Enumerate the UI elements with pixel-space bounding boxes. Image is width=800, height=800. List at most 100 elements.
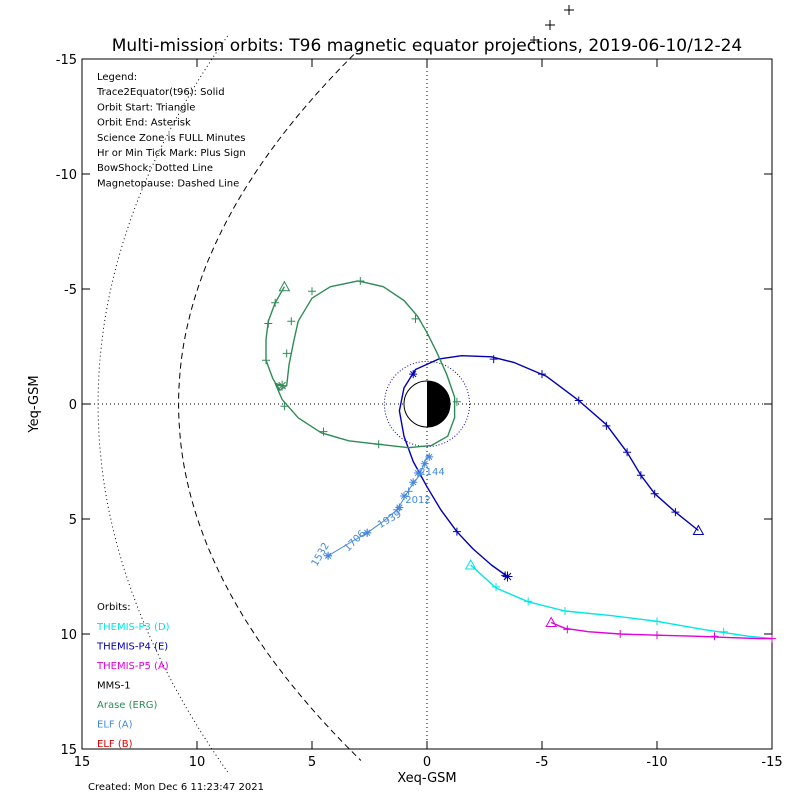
x-tick-label: 15 — [74, 755, 91, 770]
orbit-legend-entry: ELF (B) — [97, 739, 133, 750]
elf-time-label: 2012 — [405, 495, 430, 506]
overflow-tick-marks — [530, 5, 574, 44]
tick-plus-mark — [264, 319, 273, 328]
tick-plus-mark — [563, 625, 572, 634]
tick-plus-mark — [262, 356, 270, 365]
tick-plus-mark — [538, 370, 546, 379]
legend-line: Hr or Min Tick Mark: Plus Sign — [97, 148, 246, 159]
x-axis-label: Xeq-GSM — [397, 771, 456, 786]
x-tick-label: 10 — [189, 755, 206, 770]
legend-line: Legend: — [97, 72, 137, 83]
tick-plus-mark — [653, 631, 661, 640]
tick-plus-mark — [602, 421, 611, 430]
tick-plus-mark — [280, 402, 289, 411]
tick-plus-mark — [653, 617, 661, 626]
legend-line: Magnetopause: Dashed Line — [97, 178, 239, 189]
earth-night-side — [427, 381, 450, 427]
orbit-end-asterisk — [413, 469, 422, 477]
x-axis-ticks: 15 10 5 0 -5 -10 -15 — [74, 59, 783, 770]
x-tick-label: -5 — [536, 755, 549, 770]
tick-plus-mark — [636, 471, 645, 480]
x-tick-label: 0 — [423, 755, 431, 770]
x-tick-label: -15 — [761, 755, 782, 770]
tick-plus-mark — [489, 355, 498, 364]
y-tick-label: -5 — [64, 283, 77, 298]
tick-plus-mark — [411, 314, 420, 323]
elf-time-label: 1939 — [376, 509, 404, 531]
y-tick-label: 5 — [69, 513, 77, 528]
y-axis-ticks: -15 -10 -5 0 5 10 15 — [56, 53, 772, 758]
created-stamp: Created: Mon Dec 6 11:23:47 2021 — [88, 782, 264, 793]
tick-plus-mark — [719, 627, 728, 636]
orbit-end-asterisk — [502, 571, 513, 582]
orbits-heading: Orbits: — [97, 602, 131, 613]
legend: Legend: Trace2Equator(t96): Solid Orbit St… — [96, 72, 246, 189]
orbit-start-triangle — [692, 524, 705, 535]
tick-plus-mark — [319, 427, 328, 436]
tick-plus-mark — [616, 630, 625, 638]
orbit-legend-entry: MMS-1 — [97, 681, 131, 692]
earth-symbol — [403, 380, 451, 428]
tick-plus-mark — [282, 349, 291, 358]
tick-plus-mark — [271, 298, 280, 307]
y-tick-label: 0 — [69, 398, 77, 413]
legend-line: BowShock: Dotted Line — [97, 163, 213, 174]
orbit-end-asterisk — [409, 478, 418, 487]
tick-plus-mark — [452, 397, 461, 406]
bowshock-dotted-line — [97, 35, 229, 773]
orbit-end-asterisk — [363, 528, 372, 537]
orbit-end-asterisk — [324, 551, 333, 560]
orbit-trace-line — [550, 621, 772, 640]
tick-plus-mark — [671, 508, 680, 517]
orbit-trace-line — [398, 355, 699, 578]
orbit-legend-entry: THEMIS-P5 (A) — [96, 661, 169, 672]
legend-line: Trace2Equator(t96): Solid — [96, 87, 225, 98]
y-tick-label: 10 — [60, 628, 77, 643]
orbit-end-asterisk — [395, 503, 404, 512]
chart-title: Multi-mission orbits: T96 magnetic equat… — [112, 36, 743, 56]
y-axis-label: Yeq-GSM — [27, 375, 42, 433]
y-tick-label: -10 — [56, 168, 77, 183]
tick-plus-mark — [287, 317, 296, 326]
elf-time-label: 2144 — [419, 467, 444, 478]
tick-plus-mark — [768, 634, 776, 643]
x-tick-label: 5 — [308, 755, 316, 770]
tick-plus-mark — [492, 582, 500, 591]
legend-line: Science Zone is FULL Minutes — [97, 133, 246, 144]
tick-plus-mark — [561, 607, 569, 615]
tick-plus-mark — [356, 276, 365, 285]
legend-line: Orbit Start: Triangle — [97, 102, 195, 113]
orbit-start-triangle — [278, 280, 291, 292]
tick-plus-mark — [308, 287, 316, 296]
orbit-end-asterisk — [425, 452, 434, 461]
orbit-legend-entry: THEMIS-P4 (E) — [96, 642, 168, 653]
tick-plus-mark — [574, 396, 583, 405]
geosync-dotted-circle — [383, 360, 471, 448]
orbit-start-triangle — [464, 558, 477, 570]
tick-plus-mark — [524, 597, 533, 606]
tick-plus-mark — [374, 440, 383, 449]
tick-plus-mark — [650, 489, 659, 498]
magnetopause-dashed-line — [178, 47, 362, 761]
tick-plus-mark — [404, 487, 413, 496]
orbit-legend: Orbits: THEMIS-P3 (D) THEMIS-P4 (E) THEMIS-… — [96, 602, 170, 750]
orbit-start-triangle — [545, 616, 558, 627]
orbit-end-asterisk — [409, 370, 418, 379]
orbit-legend-entry: ELF (A) — [97, 720, 133, 731]
y-tick-label: -15 — [56, 53, 77, 68]
tick-plus-mark — [623, 448, 632, 457]
elf-time-label: 1706 — [342, 528, 368, 554]
orbit-legend-entry: THEMIS-P3 (D) — [96, 622, 170, 633]
orbit-end-asterisk — [400, 492, 408, 500]
tick-plus-mark — [710, 632, 719, 641]
orbit-trace-line — [265, 280, 456, 449]
tick-plus-mark — [452, 527, 461, 536]
x-tick-label: -10 — [646, 755, 667, 770]
orbit-end-asterisk — [420, 459, 429, 468]
orbit-legend-entry: Arase (ERG) — [97, 700, 158, 711]
orbit-trace-line — [470, 564, 773, 640]
y-tick-label: 15 — [60, 743, 77, 758]
orbit-end-asterisk — [277, 380, 288, 391]
